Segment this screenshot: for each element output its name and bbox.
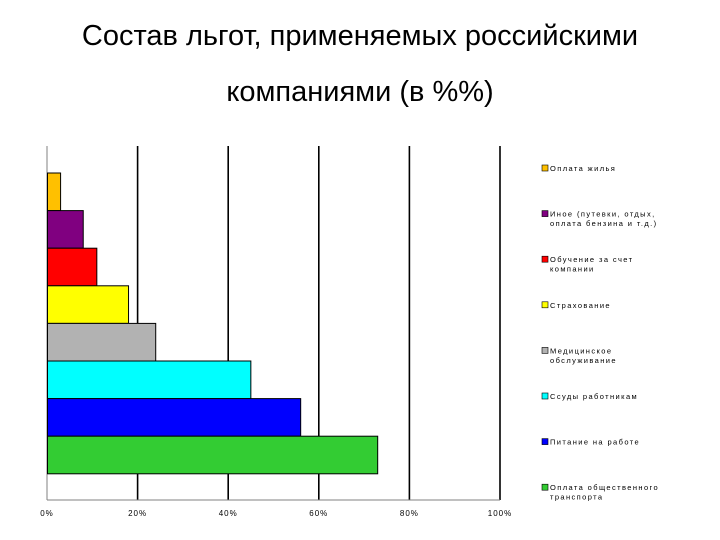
legend-swatch [541, 255, 549, 263]
x-tick-label: 100% [488, 509, 512, 518]
bar [47, 435, 379, 475]
legend-swatch [541, 164, 549, 172]
bar [47, 322, 157, 362]
legend-label: Оплата жилья [550, 164, 616, 173]
x-tick-label: 0% [40, 509, 54, 518]
legend-swatch [541, 392, 549, 400]
x-tick-label: 20% [128, 509, 147, 518]
bar [47, 210, 84, 249]
legend-label: Медицинское [550, 346, 612, 355]
bar [47, 172, 62, 212]
bar [47, 285, 130, 324]
legend-label: Иное (путевки, отдых, [550, 210, 656, 219]
legend-swatch [541, 210, 549, 217]
x-tick-label: 40% [219, 509, 238, 518]
legend-label: обслуживание [550, 356, 617, 365]
legend-label: компании [550, 265, 595, 274]
chart-title-line-2: компаниями (в %%) [226, 76, 494, 108]
legend-swatch [541, 347, 549, 354]
bar [47, 360, 252, 400]
legend-label: Страхование [550, 301, 611, 310]
legend-swatch [541, 301, 549, 309]
legend-swatch [541, 438, 549, 445]
legend-label: Обучение за счет [550, 255, 633, 264]
x-tick-label: 80% [400, 509, 419, 518]
legend-label: оплата бензина и т.д.) [550, 219, 658, 228]
legend-label: Питание на работе [550, 438, 640, 447]
legend-swatch [541, 483, 549, 491]
legend-label: Ссуды работникам [550, 392, 638, 401]
bar [47, 247, 98, 287]
legend-label: транспорта [550, 493, 603, 502]
chart-title-line-1: Состав льгот, применяемых российскими [81, 20, 639, 52]
legend-label: Оплата общественного [550, 483, 659, 492]
bar [47, 398, 302, 437]
x-tick-label: 60% [309, 509, 328, 518]
